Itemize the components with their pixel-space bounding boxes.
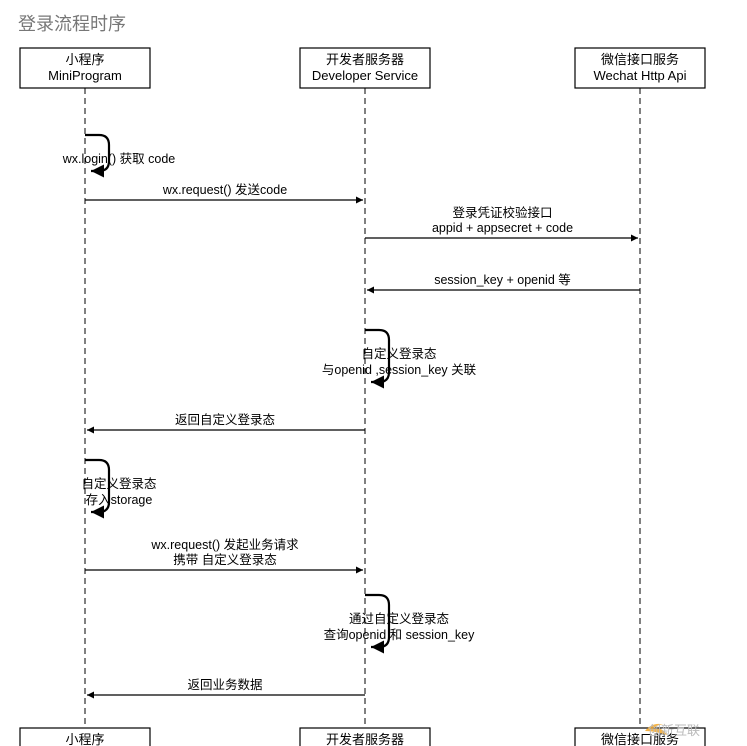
svg-text:自定义登录态: 自定义登录态 [361,346,436,361]
svg-text:小程序: 小程序 [65,52,104,67]
svg-text:通过自定义登录态: 通过自定义登录态 [349,611,449,626]
svg-text:小程序: 小程序 [65,732,104,746]
watermark-text: 创新互联 [648,723,700,738]
self-message-6: 自定义登录态存入storage [81,460,156,512]
svg-text:携带 自定义登录态: 携带 自定义登录态 [173,552,276,567]
svg-text:Wechat Http Api: Wechat Http Api [594,68,687,83]
svg-text:appid + appsecret + code: appid + appsecret + code [432,221,573,235]
actor-bottom-mp: 小程序 [20,728,150,746]
svg-text:wx.request() 发送code: wx.request() 发送code [162,182,287,197]
svg-text:自定义登录态: 自定义登录态 [81,476,156,491]
svg-text:session_key + openid 等: session_key + openid 等 [434,272,571,287]
self-message-0: wx.login() 获取 code [62,135,176,171]
diagram-title: 登录流程时序 [18,14,126,34]
message-1: wx.request() 发送code [85,182,363,200]
message-2: 登录凭证校验接口appid + appsecret + code [365,205,638,238]
message-7: wx.request() 发起业务请求携带 自定义登录态 [85,537,363,570]
svg-text:存入storage: 存入storage [86,493,153,507]
svg-text:MiniProgram: MiniProgram [48,68,122,83]
svg-text:wx.login() 获取 code: wx.login() 获取 code [62,152,176,166]
svg-text:返回自定义登录态: 返回自定义登录态 [175,412,275,427]
svg-text:与openid ,session_key 关联: 与openid ,session_key 关联 [322,363,477,377]
actor-wx: 微信接口服务Wechat Http Api [575,48,705,728]
self-message-4: 自定义登录态与openid ,session_key 关联 [322,330,477,382]
self-message-8: 通过自定义登录态查询openid 和 session_key [324,595,476,647]
svg-text:wx.request() 发起业务请求: wx.request() 发起业务请求 [150,537,299,552]
sequence-diagram: 登录流程时序小程序MiniProgram开发者服务器Developer Serv… [0,0,747,746]
svg-text:查询openid 和 session_key: 查询openid 和 session_key [324,628,476,642]
svg-text:微信接口服务: 微信接口服务 [601,52,679,67]
message-3: session_key + openid 等 [367,272,640,290]
message-9: 返回业务数据 [87,677,365,695]
actor-dev: 开发者服务器Developer Service [300,48,430,728]
svg-text:开发者服务器: 开发者服务器 [326,732,404,746]
actor-bottom-dev: 开发者服务器 [300,728,430,746]
svg-text:返回业务数据: 返回业务数据 [187,677,262,692]
actor-mp: 小程序MiniProgram [20,48,150,728]
svg-text:登录凭证校验接口: 登录凭证校验接口 [452,205,552,220]
svg-text:开发者服务器: 开发者服务器 [326,52,404,67]
message-5: 返回自定义登录态 [87,412,365,430]
svg-text:Developer Service: Developer Service [312,68,418,83]
